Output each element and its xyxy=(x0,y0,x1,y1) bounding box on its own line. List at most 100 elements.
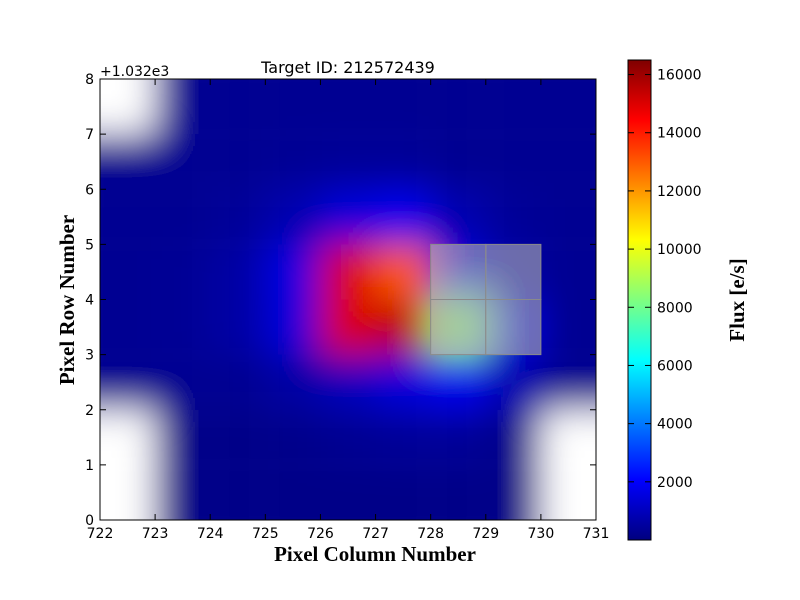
x-tick-label: 725 xyxy=(252,526,279,542)
heatmap-cell xyxy=(320,134,376,190)
heatmap-cell xyxy=(430,189,486,245)
y-tick-label: 3 xyxy=(85,348,94,364)
heatmap-cell xyxy=(540,79,596,135)
heatmap-cell xyxy=(375,299,431,355)
x-axis: 722 723 724 725 726 727 728 729 730 731 xyxy=(87,79,610,542)
y-tick-label: 8 xyxy=(85,72,94,88)
heatmap-cell xyxy=(430,79,486,135)
heatmap-cell xyxy=(155,354,211,410)
heatmap-cell xyxy=(155,244,211,300)
heatmap-cell xyxy=(375,189,431,245)
heatmap-cell xyxy=(430,409,486,465)
heatmap-cell xyxy=(540,189,596,245)
heatmap-cell xyxy=(375,134,431,190)
heatmap-cell xyxy=(265,299,321,355)
heatmap-cell xyxy=(320,464,376,520)
heatmap-cell xyxy=(210,409,266,465)
colorbar-tick-label: 6000 xyxy=(657,358,693,374)
heatmap-cell xyxy=(320,79,376,135)
heatmap-cell xyxy=(540,299,596,355)
aperture-pixel xyxy=(485,299,542,356)
heatmap-cell xyxy=(320,244,376,300)
colorbar-tick-label: 10000 xyxy=(657,242,702,258)
y-tick-label: 7 xyxy=(85,127,94,143)
x-tick-label: 727 xyxy=(362,526,389,542)
heatmap-cell xyxy=(540,354,596,410)
heatmap-cell xyxy=(320,354,376,410)
x-tick-label: 729 xyxy=(472,526,499,542)
heatmap-image xyxy=(100,79,596,520)
heatmap-cell xyxy=(265,79,321,135)
aperture-overlay xyxy=(430,243,542,356)
heatmap-cell xyxy=(375,464,431,520)
colorbar-fill xyxy=(628,60,651,540)
aperture-pixel xyxy=(485,243,542,300)
heatmap-cell xyxy=(100,79,156,135)
heatmap-cell xyxy=(430,464,486,520)
heatmap-cells xyxy=(100,79,596,520)
heatmap-cell xyxy=(540,134,596,190)
heatmap-cell xyxy=(100,134,156,190)
y-tick-label: 5 xyxy=(85,237,94,253)
y-axis: 0 1 2 3 4 5 6 7 8 xyxy=(85,72,596,529)
heatmap-cell xyxy=(320,299,376,355)
heatmap-cell xyxy=(375,79,431,135)
x-axis-label: Pixel Column Number xyxy=(274,542,476,566)
heatmap-cell xyxy=(540,409,596,465)
x-tick-label: 723 xyxy=(142,526,169,542)
heatmap-cell xyxy=(155,299,211,355)
heatmap-cell xyxy=(100,409,156,465)
x-tick-label: 728 xyxy=(417,526,444,542)
colorbar-frame xyxy=(627,59,652,541)
y-offset-label: +1.032e3 xyxy=(100,64,169,80)
heatmap-cell xyxy=(540,244,596,300)
heatmap-cell xyxy=(210,354,266,410)
heatmap-cell xyxy=(375,244,431,300)
y-tick-label: 1 xyxy=(85,458,94,474)
heatmap-cell xyxy=(265,464,321,520)
x-tick-label: 726 xyxy=(307,526,334,542)
colorbar-tick-label: 12000 xyxy=(657,184,702,200)
heatmap-cell xyxy=(100,299,156,355)
heatmap-cell xyxy=(485,79,541,135)
heatmap-cell xyxy=(485,189,541,245)
colorbar-tick-label: 8000 xyxy=(657,300,693,316)
heatmap-cell xyxy=(155,134,211,190)
heatmap-cell xyxy=(265,354,321,410)
heatmap-cell xyxy=(210,299,266,355)
heatmap-cell xyxy=(265,134,321,190)
heatmap-cell xyxy=(155,189,211,245)
heatmap-cell xyxy=(265,244,321,300)
heatmap-cell xyxy=(265,409,321,465)
heatmap-cell xyxy=(210,189,266,245)
y-axis-label: Pixel Row Number xyxy=(55,215,79,385)
heatmap-cell xyxy=(155,409,211,465)
aperture-pixel xyxy=(430,243,487,300)
heatmap-cell xyxy=(100,354,156,410)
heatmap-cell xyxy=(210,79,266,135)
plot-area xyxy=(99,78,597,521)
heatmap-cell xyxy=(430,354,486,410)
y-tick-label: 4 xyxy=(85,293,94,309)
heatmap-cell xyxy=(375,409,431,465)
colorbar-tick-label: 2000 xyxy=(657,475,693,491)
heatmap-cell xyxy=(100,464,156,520)
colorbar-tick-label: 16000 xyxy=(657,68,702,84)
x-tick-label: 731 xyxy=(583,526,610,542)
colorbar: 2000 4000 6000 8000 10000 12000 14000 16000 Flu… xyxy=(627,59,749,541)
heatmap-cell xyxy=(210,464,266,520)
heatmap-cell xyxy=(320,409,376,465)
colorbar-label: Flux [e/s] xyxy=(725,258,749,341)
aperture-pixel xyxy=(430,299,487,356)
colorbar-tick-label: 14000 xyxy=(657,126,702,142)
y-tick-label: 0 xyxy=(85,513,94,529)
heatmap-cell xyxy=(485,464,541,520)
heatmap-cell xyxy=(155,464,211,520)
heatmap-cell xyxy=(210,134,266,190)
y-tick-label: 6 xyxy=(85,182,94,198)
heatmap-cell xyxy=(100,189,156,245)
heatmap-cell xyxy=(540,464,596,520)
chart-title: Target ID: 212572439 xyxy=(260,58,435,77)
